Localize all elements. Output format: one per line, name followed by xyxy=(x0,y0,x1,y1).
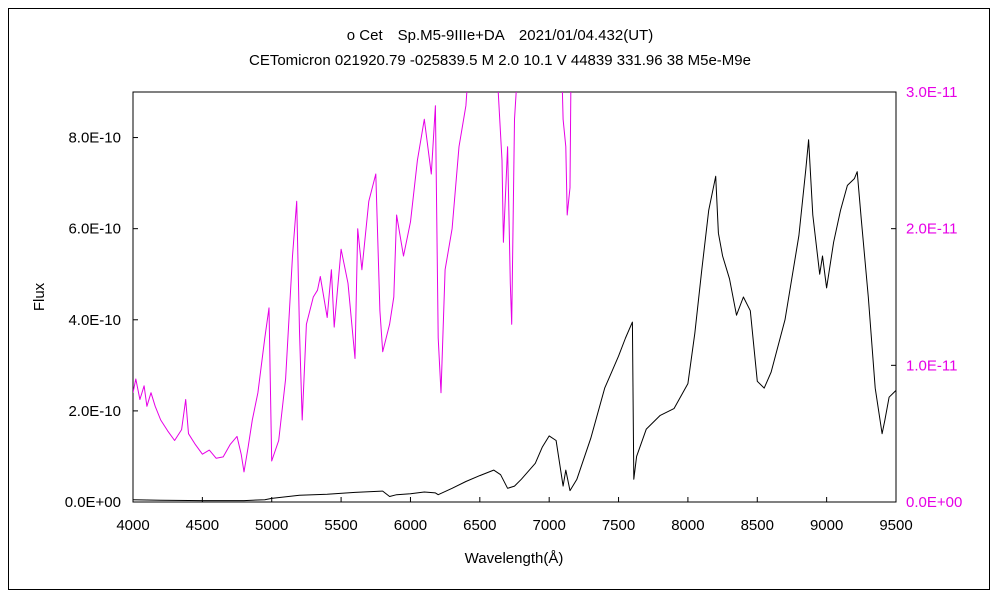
x-axis-label: Wavelength(Å) xyxy=(465,550,564,567)
x-tick-label: 7500 xyxy=(602,517,635,534)
y-axis-label: Flux xyxy=(31,282,48,311)
series-line-0 xyxy=(133,139,896,502)
x-tick-label: 6500 xyxy=(463,517,496,534)
y2-tick-label: 1.0E-11 xyxy=(906,357,957,374)
y-axis-right: 0.0E+00 1.0E-11 2.0E-11 3.0E-11 xyxy=(891,84,962,511)
x-tick-label: 8500 xyxy=(741,517,774,534)
x-tick-label: 9000 xyxy=(810,517,843,534)
y-tick-label: 4.0E-10 xyxy=(68,312,121,329)
y-tick-label: 2.0E-10 xyxy=(68,403,121,420)
x-tick-label: 9500 xyxy=(879,517,912,534)
chart-title-line-2: CETomicron 021920.79 -025839.5 M 2.0 10.… xyxy=(248,52,751,69)
x-tick-label: 4500 xyxy=(186,517,219,534)
y2-tick-label: 0.0E+00 xyxy=(906,494,962,511)
y2-tick-label: 3.0E-11 xyxy=(906,84,957,101)
x-tick-label: 4000 xyxy=(116,517,149,534)
chart-title-line-1: ο Cet Sp.M5-9IIIe+DA 2021/01/04.432(UT) xyxy=(346,27,654,44)
y-tick-label: 0.0E+00 xyxy=(65,494,121,511)
series-group xyxy=(133,92,896,502)
x-tick-label: 7000 xyxy=(532,517,565,534)
x-tick-label: 5000 xyxy=(255,517,288,534)
x-tick-label: 8000 xyxy=(671,517,704,534)
plot-area xyxy=(132,91,897,503)
y-tick-label: 6.0E-10 xyxy=(68,221,121,238)
x-tick-label: 6000 xyxy=(394,517,427,534)
x-axis: 4000 4500 5000 5500 6000 6500 7000 7500 8000 8500… xyxy=(116,497,913,534)
x-tick-label: 5500 xyxy=(324,517,357,534)
y-tick-label: 8.0E-10 xyxy=(68,130,121,147)
y2-tick-label: 2.0E-11 xyxy=(906,221,957,238)
series-line-1 xyxy=(133,92,572,473)
chart-frame xyxy=(8,8,990,590)
y-axis-left: 0.0E+00 2.0E-10 4.0E-10 6.0E-10 8.0E-10 xyxy=(65,130,138,511)
